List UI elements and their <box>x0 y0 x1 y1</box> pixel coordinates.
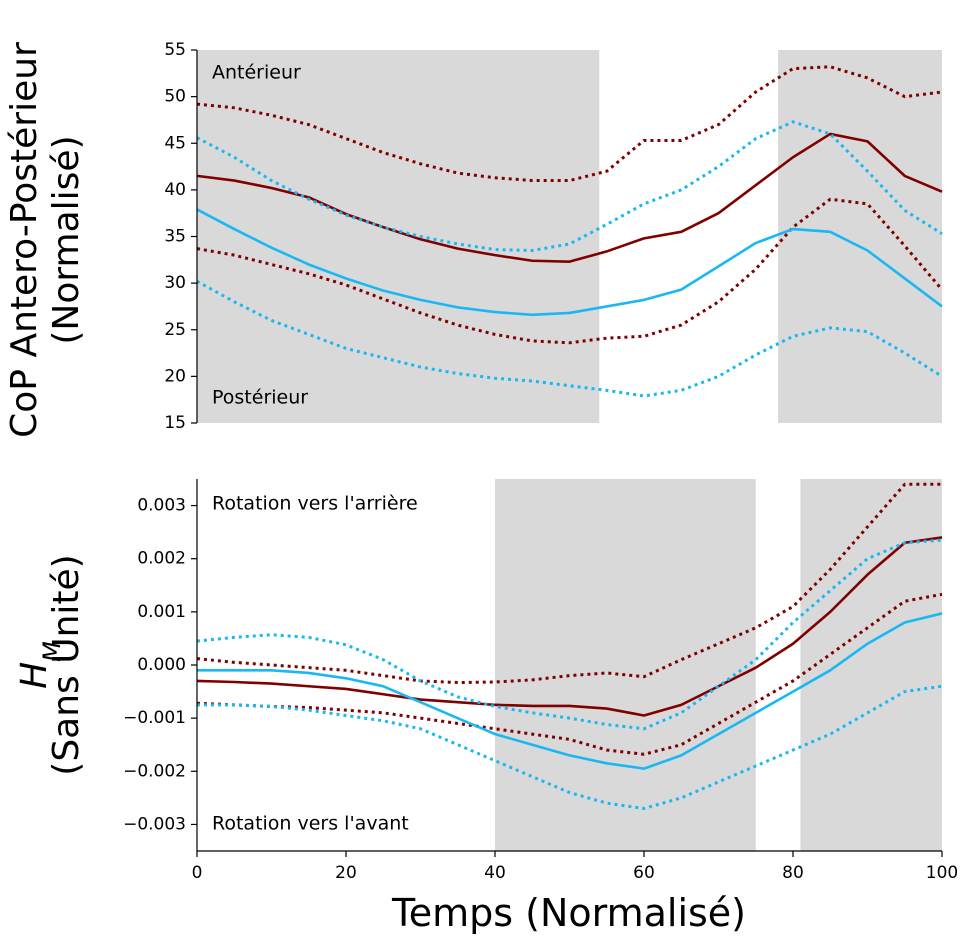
x-tick-label: 20 <box>335 863 357 883</box>
annotation: Antérieur <box>212 62 301 84</box>
band-line <box>196 538 943 731</box>
x-tick-label: 40 <box>484 863 506 883</box>
shaded-region <box>800 479 942 851</box>
y-tick-label: 0.002 <box>137 549 186 569</box>
y-axis-label: HM <box>14 641 66 689</box>
y-tick-label: 20 <box>164 366 186 386</box>
y-tick-label: 45 <box>164 133 186 153</box>
y-axis-label: CoP Antero-Postérieur <box>4 42 45 438</box>
shaded-region <box>197 50 600 423</box>
band-line <box>196 279 943 398</box>
y-tick-label: 55 <box>164 40 186 60</box>
y-tick-label: −0.001 <box>123 708 186 728</box>
shaded-region <box>778 50 942 423</box>
band-line <box>196 197 944 345</box>
y-tick-label: 0.000 <box>137 655 186 675</box>
shaded-region <box>495 479 756 851</box>
y-axis-symbol: H <box>14 662 55 689</box>
x-axis-label: Temps (Normalisé) <box>391 891 746 935</box>
band-line <box>196 65 943 183</box>
x-tick-label: 80 <box>782 863 804 883</box>
annotation: Rotation vers l'arrière <box>212 493 418 515</box>
annotation: Rotation vers l'avant <box>212 813 409 835</box>
y-axis-label: (Sans Unité) <box>46 554 87 775</box>
y-axis-label: (Normalisé) <box>46 135 87 344</box>
y-tick-label: −0.002 <box>123 761 186 781</box>
y-tick-label: −0.003 <box>123 814 186 834</box>
y-tick-label: 50 <box>164 87 186 107</box>
y-tick-label: 0.003 <box>137 496 186 516</box>
x-tick-label: 60 <box>633 863 655 883</box>
x-tick-label: 100 <box>926 863 958 883</box>
mean-line <box>197 612 943 770</box>
y-tick-label: 30 <box>164 273 186 293</box>
y-tick-label: 25 <box>164 320 186 340</box>
y-tick-label: 40 <box>164 180 186 200</box>
y-tick-label: 35 <box>164 227 186 247</box>
y-tick-label: 15 <box>164 413 186 433</box>
mean-line <box>196 208 943 317</box>
band-line <box>196 120 943 252</box>
mean-line <box>196 536 943 717</box>
annotation: Postérieur <box>212 387 308 409</box>
plots: 15 20 25 30 35 40 45 50 55 Antérieur Postérieur −0.… <box>123 40 958 883</box>
x-tick-label: 0 <box>192 863 203 883</box>
y-tick-label: 0.001 <box>137 602 186 622</box>
band-line <box>197 684 943 810</box>
y-axis-subscript: M <box>38 641 66 662</box>
